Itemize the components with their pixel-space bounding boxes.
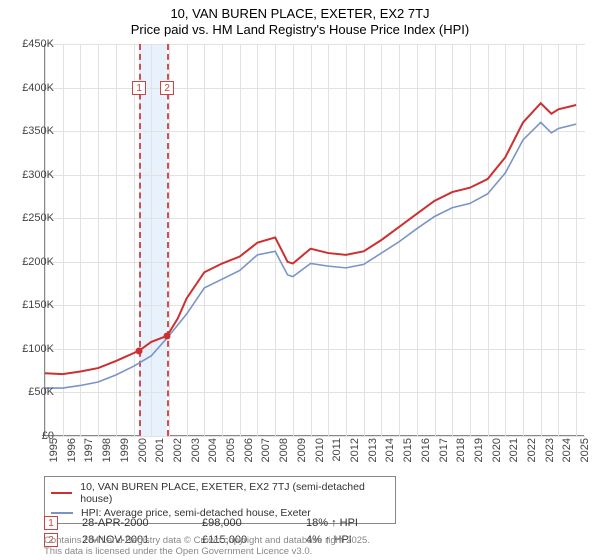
y-axis-tick: £400K [14,82,54,94]
x-axis-tick: 2009 [296,438,308,462]
x-axis-tick: 2021 [508,438,520,462]
x-axis-tick: 2008 [278,438,290,462]
x-axis-tick: 2019 [473,438,485,462]
x-axis-tick: 2005 [225,438,237,462]
x-axis-tick: 2015 [402,438,414,462]
y-axis-tick: £150K [14,299,54,311]
x-axis-tick: 2018 [455,438,467,462]
x-axis-tick: 2001 [154,438,166,462]
x-axis-tick: 1998 [101,438,113,462]
x-axis-tick: 2011 [331,438,343,462]
price-dot [136,347,143,354]
price-dot [164,332,171,339]
data-point-marker: 1 [44,516,58,530]
credit: Contains HM Land Registry data © Crown c… [44,536,370,558]
x-axis-tick: 2022 [526,438,538,462]
credit-line: This data is licensed under the Open Gov… [44,547,370,558]
legend-label: 10, VAN BUREN PLACE, EXETER, EX2 7TJ (se… [80,481,389,505]
y-axis-tick: £300K [14,169,54,181]
data-point-pct: 18% ↑ HPI [306,517,358,529]
chart-container: 10, VAN BUREN PLACE, EXETER, EX2 7TJ Pri… [0,0,600,560]
plot-area: 12 [44,44,584,436]
x-axis-tick: 2002 [172,438,184,462]
title-block: 10, VAN BUREN PLACE, EXETER, EX2 7TJ Pri… [0,0,600,37]
x-axis-tick: 2014 [384,438,396,462]
y-axis-tick: £250K [14,212,54,224]
x-axis-tick: 2025 [579,438,591,462]
x-axis-tick: 2000 [137,438,149,462]
legend-swatch [51,492,72,494]
x-axis-tick: 2023 [544,438,556,462]
x-axis-tick: 2010 [314,438,326,462]
y-axis-tick: £450K [14,38,54,50]
x-axis-tick: 1997 [83,438,95,462]
x-axis-tick: 2012 [349,438,361,462]
x-axis-tick: 2007 [260,438,272,462]
x-axis-tick: 2017 [438,438,450,462]
x-axis-tick: 2024 [561,438,573,462]
x-axis-tick: 2006 [243,438,255,462]
y-axis-tick: £350K [14,125,54,137]
x-axis-tick: 2004 [207,438,219,462]
event-marker-box: 2 [160,81,174,95]
grid-line [45,436,585,437]
data-point-price: £98,000 [202,517,282,529]
x-axis-tick: 1999 [119,438,131,462]
title-line2: Price paid vs. HM Land Registry's House … [0,22,600,37]
legend-item: 10, VAN BUREN PLACE, EXETER, EX2 7TJ (se… [51,480,389,506]
x-axis-tick: 2016 [420,438,432,462]
x-axis-tick: 2003 [190,438,202,462]
x-axis-tick: 1996 [66,438,78,462]
data-point-row: 1 28-APR-2000 £98,000 18% ↑ HPI [44,514,358,531]
title-line1: 10, VAN BUREN PLACE, EXETER, EX2 7TJ [0,6,600,21]
data-point-date: 28-APR-2000 [82,517,178,529]
y-axis-tick: £100K [14,343,54,355]
x-axis-tick: 2013 [367,438,379,462]
event-marker-box: 1 [132,81,146,95]
x-axis-tick: 1995 [48,438,60,462]
series-lines [45,44,585,436]
y-axis-tick: £200K [14,256,54,268]
y-axis-tick: £50K [14,386,54,398]
x-axis-tick: 2020 [491,438,503,462]
